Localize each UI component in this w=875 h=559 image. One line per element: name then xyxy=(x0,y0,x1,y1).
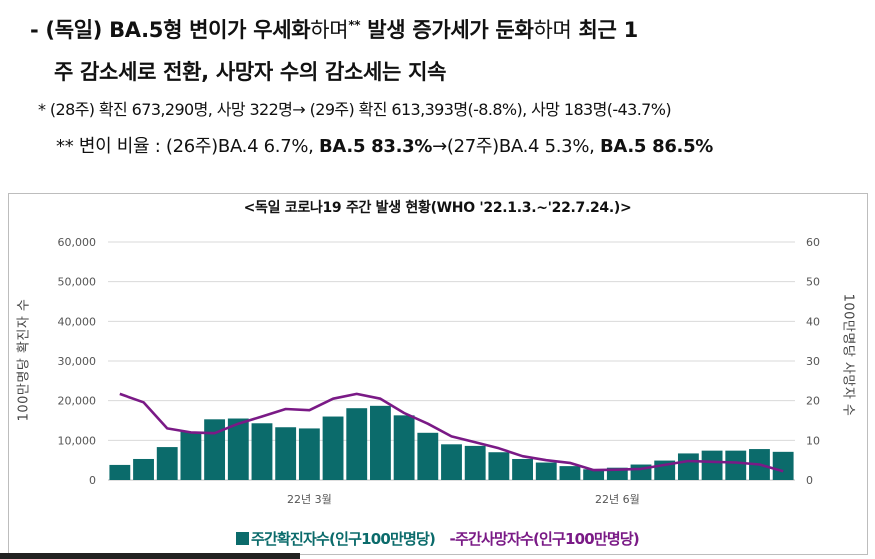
variant-text-a: ** 변이 비율 : (26주)BA.4 6.7%, xyxy=(56,136,320,157)
bar-weekly-cases xyxy=(512,458,533,480)
legend-item-deaths: -주간사망자수(인구100만명당) xyxy=(449,530,640,548)
y-tick-label-right: 50 xyxy=(806,276,820,289)
bar-weekly-cases xyxy=(180,432,202,480)
bar-weekly-cases xyxy=(346,408,368,480)
headline-mid3: 하며 xyxy=(533,18,572,42)
footnote-variant-ratio: ** 변이 비율 : (26주)BA.4 6.7%, BA.5 83.3%→(2… xyxy=(56,132,713,158)
bar-weekly-cases xyxy=(488,452,510,480)
bar-weekly-cases xyxy=(393,415,415,480)
legend-label-deaths: 주간사망자수(인구100만명당) xyxy=(454,530,640,548)
y-tick-label-right: 40 xyxy=(806,315,820,328)
bar-weekly-cases xyxy=(677,453,699,480)
chart-title: <독일 코로나19 주간 발생 현황(WHO '22.1.3.~'22.7.24… xyxy=(243,200,632,216)
variant-text-c: →(27주)BA.4 5.3%, xyxy=(432,136,600,157)
y-axis-label-right: 100만명당 사망자 수 xyxy=(840,293,856,417)
bar-weekly-cases xyxy=(583,469,605,480)
legend-swatch-cases xyxy=(236,532,250,545)
headline-footnote-mark: ** xyxy=(348,18,361,32)
y-tick-label-left: 0 xyxy=(89,474,96,487)
bar-weekly-cases xyxy=(156,447,178,480)
bar-weekly-cases xyxy=(251,423,273,480)
bar-weekly-cases xyxy=(464,445,486,480)
bar-weekly-cases xyxy=(701,450,723,480)
chart-frame xyxy=(8,193,868,555)
legend-label-cases: 주간확진자수(인구100만명당) xyxy=(251,530,436,548)
bar-weekly-cases xyxy=(322,416,344,480)
bar-weekly-cases xyxy=(725,450,747,480)
bottom-edge-bar xyxy=(0,553,300,559)
bar-weekly-cases xyxy=(109,464,131,480)
line-weekly-deaths xyxy=(119,392,784,473)
chart-legend: 주간확진자수(인구100만명당) -주간사망자수(인구100만명당) xyxy=(0,528,875,549)
variant-text-d: BA.5 86.5% xyxy=(599,136,714,157)
headline-mid1: 하며 xyxy=(310,18,349,42)
bar-weekly-cases xyxy=(275,427,297,480)
y-tick-label-left: 30,000 xyxy=(58,355,97,368)
headline-mid2: 발생 증가세가 둔화 xyxy=(360,18,534,42)
y-tick-label-left: 40,000 xyxy=(58,315,97,328)
y-tick-label-left: 50,000 xyxy=(58,276,97,289)
y-tick-label-left: 20,000 xyxy=(58,395,97,408)
y-tick-label-right: 10 xyxy=(806,434,820,447)
y-tick-label-left: 10,000 xyxy=(58,434,97,447)
x-tick-label: 22년 6월 xyxy=(595,493,640,506)
y-tick-label-right: 0 xyxy=(806,474,813,487)
headline-line1: - (독일) BA.5형 변이가 우세화하며** 발생 증가세가 둔화하며 최근… xyxy=(30,14,638,44)
y-tick-label-right: 30 xyxy=(806,355,820,368)
bar-weekly-cases xyxy=(441,444,462,480)
y-tick-label-right: 60 xyxy=(806,236,820,249)
headline-line2: 주 감소세로 전환, 사망자 수의 감소세는 지속 xyxy=(54,60,447,84)
bar-weekly-cases xyxy=(370,405,391,480)
y-tick-label-left: 60,000 xyxy=(58,236,97,249)
bar-weekly-cases xyxy=(227,418,249,480)
headline-prefix: - (독일) BA.5형 변이가 우세화 xyxy=(30,18,311,42)
bar-weekly-cases xyxy=(133,458,154,480)
bar-weekly-cases xyxy=(417,432,439,480)
bar-weekly-cases xyxy=(535,462,557,480)
x-tick-label: 22년 3월 xyxy=(287,493,332,506)
footnote-weekly-stats: * (28주) 확진 673,290명, 사망 322명→ (29주) 확진 6… xyxy=(38,100,672,119)
bar-weekly-cases xyxy=(204,419,226,480)
headline-suffix: 최근 1 xyxy=(571,18,639,42)
bar-weekly-cases xyxy=(298,428,320,480)
y-axis-label-left: 100만명당 확진자 수 xyxy=(16,298,32,422)
variant-text-b: BA.5 83.3% xyxy=(319,136,433,157)
bar-weekly-cases xyxy=(772,451,794,480)
y-tick-label-right: 20 xyxy=(806,395,820,408)
bar-weekly-cases xyxy=(559,466,581,480)
legend-item-cases: 주간확진자수(인구100만명당) xyxy=(236,530,436,548)
